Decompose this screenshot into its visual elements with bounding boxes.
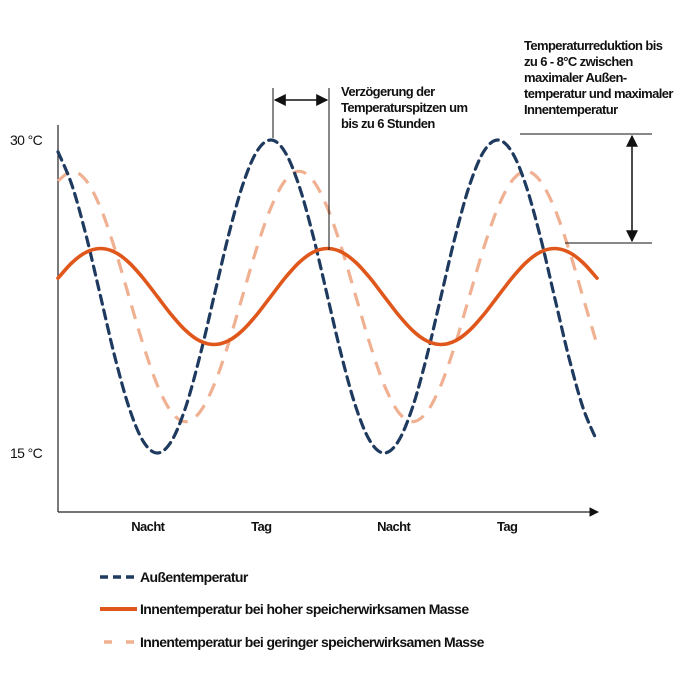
y-tick-label: 30 °C [10,132,43,148]
svg-text:temperatur und maximaler: temperatur und maximaler [524,86,673,101]
svg-text:bis zu 6 Stunden: bis zu 6 Stunden [341,116,435,131]
x-tick-label: Nacht [377,519,411,534]
x-tick-label: Tag [251,519,272,534]
delay-text-line: bis zu 6 Stunden [341,116,435,131]
svg-text:zu 6 - 8°C zwischen: zu 6 - 8°C zwischen [524,54,633,69]
y-tick-label: 15 °C [10,445,43,461]
series-line-2 [56,246,599,347]
reduction-text-line: temperatur und maximaler [524,86,673,101]
reduction-text-line: maximaler Außen- [524,70,627,85]
legend: Außentemperatur Innentemperatur bei hoher… [100,569,485,650]
reduction-text-line: Temperaturreduktion bis [524,38,663,53]
series-line-1 [56,138,599,455]
svg-text:Innentemperatur: Innentemperatur [524,102,618,117]
delay-text-line: Verzögerung der [341,84,435,99]
reduction-text-line: Innentemperatur [524,102,618,117]
delay-text-line: Temperaturspitzen um [341,100,467,115]
series-line-3 [57,169,599,424]
svg-text:maximaler Außen-: maximaler Außen- [524,70,627,85]
reduction-annotation: Temperaturreduktion bis zu 6 - 8°C zwisc… [520,38,674,244]
svg-text:Temperaturspitzen um: Temperaturspitzen um [341,100,467,115]
delay-annotation: Verzögerung der Temperaturspitzen um bis… [272,84,468,250]
x-tick-label: Nacht [131,519,165,534]
legend-label: Innentemperatur bei hoher speicherwirksa… [140,601,469,617]
reduction-text-line: zu 6 - 8°C zwischen [524,54,633,69]
legend-label: Innentemperatur bei geringer speicherwir… [140,634,485,650]
svg-text:Temperaturreduktion bis: Temperaturreduktion bis [524,38,663,53]
x-tick-label: Tag [497,519,518,534]
legend-label: Außentemperatur [140,569,249,585]
axes [57,125,599,517]
svg-text:Verzögerung der: Verzögerung der [341,84,435,99]
